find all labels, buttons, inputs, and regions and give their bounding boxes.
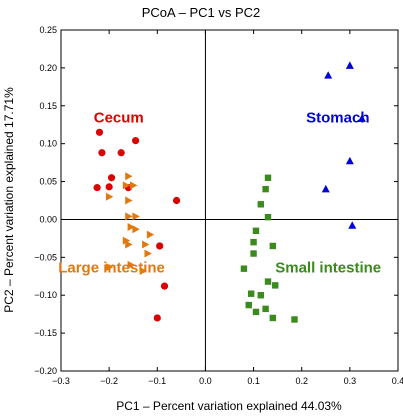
y-tick-label: 0.20: [39, 63, 57, 73]
data-point-stomach: [348, 221, 357, 229]
data-point-cecum: [132, 137, 140, 145]
data-point-stomach: [357, 114, 366, 122]
x-tick-label: −0.3: [52, 376, 70, 386]
data-point-stomach: [324, 71, 333, 79]
data-point-small-intestine: [272, 282, 279, 289]
data-point-stomach: [321, 184, 330, 193]
x-tick-label: −0.2: [100, 376, 118, 386]
data-point-small-intestine: [240, 265, 248, 272]
data-point-small-intestine: [257, 201, 264, 208]
data-point-small-intestine: [250, 250, 257, 257]
data-point-cecum: [160, 282, 169, 290]
y-tick-label: 0.15: [39, 101, 57, 111]
data-point-large-intestine: [142, 240, 150, 249]
data-point-large-intestine: [105, 263, 114, 272]
y-tick-label: 0.10: [39, 139, 57, 149]
plot-frame: [60, 29, 399, 372]
y-axis-ticks: −0.20 −0.15 −0.10 −0.05 0.00 0.05 0.10 0.15 0.20…: [34, 25, 398, 376]
x-tick-label: 0.1: [247, 376, 260, 386]
y-tick-label: 0.00: [39, 214, 57, 224]
data-point-small-intestine: [252, 308, 260, 316]
data-point-large-intestine: [125, 196, 133, 205]
data-points: [93, 61, 366, 323]
x-tick-label: −0.1: [148, 376, 166, 386]
group-label-stomach: Stomach: [306, 109, 369, 126]
x-tick-label: 0.2: [295, 376, 308, 386]
data-point-large-intestine: [144, 249, 152, 258]
data-point-cecum: [117, 149, 125, 157]
y-tick-label: −0.15: [34, 328, 57, 338]
y-tick-label: 0.05: [39, 177, 57, 187]
data-point-large-intestine: [127, 260, 136, 269]
data-point-small-intestine: [250, 238, 257, 246]
data-point-large-intestine: [125, 212, 133, 221]
data-point-large-intestine: [132, 225, 140, 234]
data-point-large-intestine: [122, 236, 131, 245]
x-tick-label: 0.3: [344, 376, 357, 386]
data-point-small-intestine: [269, 314, 277, 322]
data-point-cecum: [172, 196, 181, 205]
data-point-small-intestine: [264, 278, 272, 285]
data-point-small-intestine: [247, 290, 255, 297]
data-point-large-intestine: [127, 223, 136, 232]
data-point-small-intestine: [245, 301, 252, 309]
y-tick-label: −0.10: [34, 290, 57, 300]
data-point-small-intestine: [262, 305, 269, 313]
data-point-cecum: [153, 314, 161, 322]
data-point-large-intestine: [146, 230, 155, 239]
x-tick-label: 0.0: [199, 376, 212, 386]
data-point-large-intestine: [132, 212, 140, 221]
data-point-cecum: [95, 128, 104, 136]
group-label-large-intestine: Large intestine: [58, 259, 165, 276]
data-point-small-intestine: [252, 227, 260, 235]
data-point-small-intestine: [264, 174, 272, 181]
x-tick-label: 0.4: [392, 376, 403, 386]
data-point-cecum: [93, 184, 101, 192]
data-point-stomach: [345, 61, 354, 69]
chart-title: PCoA – PC1 vs PC2: [142, 5, 261, 20]
data-point-cecum: [107, 174, 116, 182]
data-point-large-intestine: [139, 266, 148, 275]
data-point-large-intestine: [122, 181, 131, 190]
data-point-large-intestine: [125, 172, 133, 181]
data-point-small-intestine: [291, 316, 298, 323]
data-point-small-intestine: [262, 185, 269, 193]
data-point-cecum: [156, 242, 164, 250]
data-point-large-intestine: [105, 192, 114, 201]
data-point-large-intestine: [125, 240, 133, 249]
data-point-large-intestine: [130, 181, 138, 190]
data-point-cecum: [105, 183, 113, 191]
y-tick-label: −0.20: [34, 366, 57, 376]
data-point-stomach: [345, 156, 354, 165]
y-axis-title: PC2 – Percent variation explained 17.71%: [2, 87, 16, 313]
data-point-small-intestine: [257, 292, 264, 299]
x-axis-ticks: −0.3 −0.2 −0.1 0.0 0.1 0.2 0.3 0.4: [52, 30, 403, 386]
data-point-cecum: [98, 149, 106, 157]
group-labels: Cecum Large intestine Small intestine Stoma…: [58, 109, 381, 276]
y-tick-label: 0.25: [39, 25, 57, 35]
x-axis-title: PC1 – Percent variation explained 44.03%: [116, 399, 342, 413]
reference-lines: [61, 30, 398, 371]
data-point-small-intestine: [264, 213, 272, 221]
y-tick-label: −0.05: [34, 252, 57, 262]
group-label-cecum: Cecum: [94, 109, 144, 126]
group-label-small-intestine: Small intestine: [275, 259, 381, 276]
data-point-small-intestine: [269, 242, 277, 250]
